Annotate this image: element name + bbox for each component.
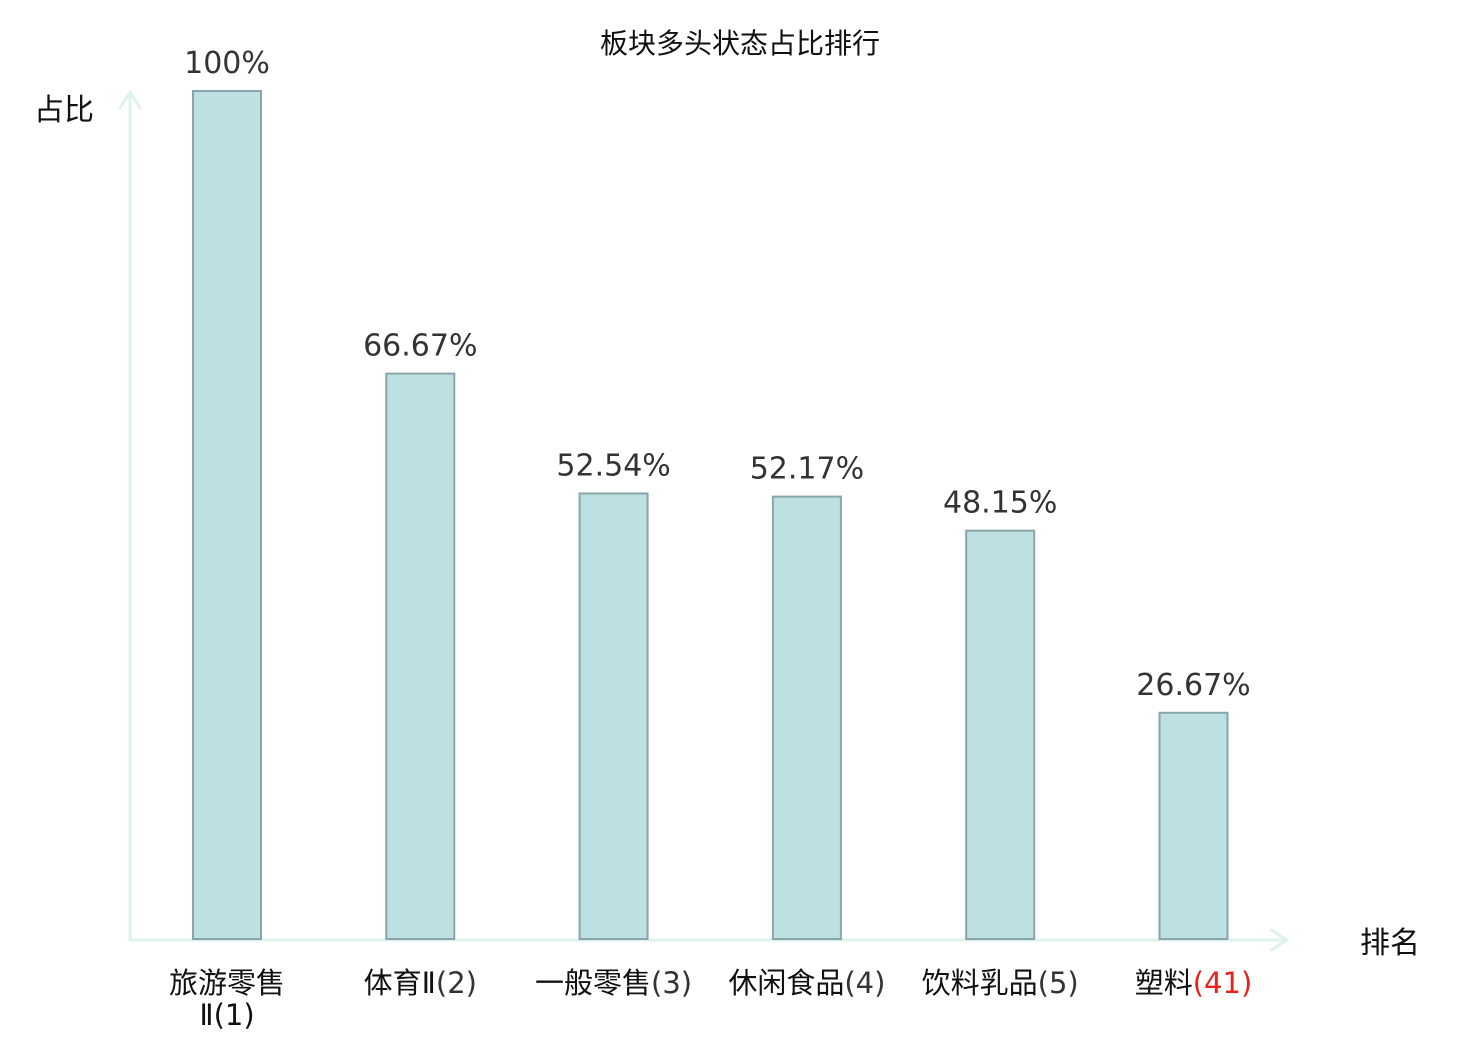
y-axis-arrow-icon [118, 90, 142, 110]
chart-title: 板块多头状态占比排行 [600, 27, 880, 60]
bar-6 [1158, 711, 1229, 940]
bar-1 [192, 90, 262, 940]
category-label-5: 饮料乳品(5) [922, 966, 1079, 1000]
category-rank-1: Ⅱ(1) [199, 998, 254, 1032]
value-label-2: 66.67% [363, 329, 477, 364]
axes [118, 90, 1289, 952]
y-axis-label: 占比 [34, 93, 94, 128]
value-label-4: 52.17% [750, 452, 864, 487]
bar-2 [385, 372, 456, 941]
bar-4 [771, 495, 842, 940]
category-label-6: 塑料(41) [1135, 966, 1253, 1000]
category-label-4: 休闲食品(4) [728, 966, 885, 1000]
value-label-5: 48.15% [943, 486, 1057, 521]
value-label-1: 100% [184, 46, 270, 81]
bars [192, 90, 1229, 941]
value-label-6: 26.67% [1136, 668, 1250, 703]
value-label-3: 52.54% [556, 449, 670, 484]
category-label-2: 体育Ⅱ(2) [364, 966, 477, 1000]
category-label-1: 旅游零售 [169, 966, 285, 1000]
bar-3 [578, 492, 649, 940]
bar-5 [965, 529, 1036, 940]
value-labels: 100% 66.67% 52.54% 52.17% 48.15% 26.67% [184, 46, 1251, 703]
x-axis-label: 排名 [1360, 926, 1420, 961]
x-axis-arrow-icon [1269, 928, 1289, 952]
category-label-3: 一般零售(3) [535, 966, 692, 1000]
